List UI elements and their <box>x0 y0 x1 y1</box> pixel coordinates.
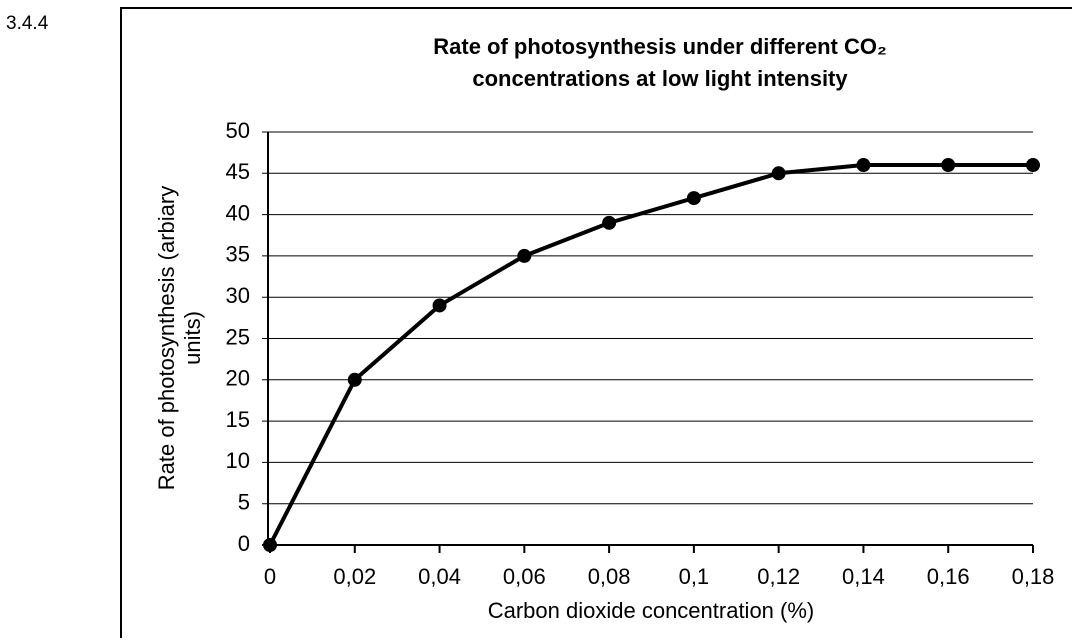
y-tick-label: 50 <box>226 118 250 143</box>
x-tick-label: 0 <box>264 564 276 589</box>
y-axis-label: units) <box>180 311 205 365</box>
y-tick-label: 25 <box>226 324 250 349</box>
x-tick-label: 0,08 <box>588 564 631 589</box>
y-tick-label: 35 <box>226 242 250 267</box>
x-axis-label: Carbon dioxide concentration (%) <box>488 598 815 623</box>
x-tick-label: 0,12 <box>757 564 800 589</box>
data-point <box>602 215 617 230</box>
x-tick-label: 0,02 <box>333 564 376 589</box>
y-tick-label: 10 <box>226 448 250 473</box>
y-tick-label: 30 <box>226 283 250 308</box>
y-tick-label: 40 <box>226 200 250 225</box>
data-point <box>856 158 871 173</box>
x-tick-label: 0,16 <box>927 564 970 589</box>
y-tick-label: 15 <box>226 407 250 432</box>
data-point <box>686 191 701 206</box>
data-point <box>1026 158 1040 173</box>
data-line <box>268 163 1033 546</box>
data-point <box>771 166 786 181</box>
data-point <box>517 248 532 263</box>
y-axis-label: Rate of photosynthesis (arbiary <box>154 186 179 491</box>
y-tick-label: 20 <box>226 366 250 391</box>
x-tick-label: 0,14 <box>842 564 885 589</box>
data-point <box>263 538 277 552</box>
x-tick-label: 0,18 <box>1012 564 1055 589</box>
chart-frame <box>120 7 1072 638</box>
y-tick-label: 45 <box>226 159 250 184</box>
x-tick-label: 0,04 <box>418 564 461 589</box>
data-point <box>432 298 447 313</box>
chart-title: concentrations at low light intensity <box>472 66 848 91</box>
chart-title: Rate of photosynthesis under different C… <box>433 34 886 59</box>
y-tick-label: 0 <box>238 531 250 556</box>
y-axis-label-group: Rate of photosynthesis (arbiary units) <box>154 186 205 491</box>
question-number: 3.4.4 <box>6 13 49 34</box>
data-point <box>347 372 362 387</box>
x-tick-label: 0,1 <box>679 564 710 589</box>
x-tick-label: 0,06 <box>503 564 546 589</box>
data-point <box>941 158 956 173</box>
y-tick-label: 5 <box>238 490 250 515</box>
